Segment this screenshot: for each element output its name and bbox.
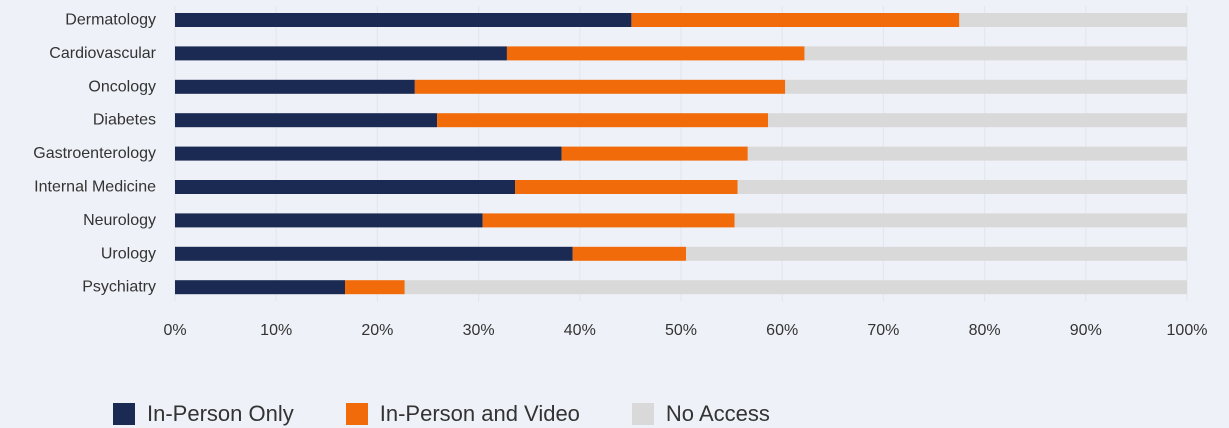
category-label: Oncology — [88, 78, 156, 95]
x-tick-label: 40% — [564, 322, 596, 339]
legend-label: In-Person Only — [147, 401, 294, 426]
legend-swatch-in-person-only — [113, 403, 135, 425]
category-label: Dermatology — [65, 12, 156, 29]
bar-segment — [175, 46, 507, 61]
bar-segment — [175, 113, 438, 128]
category-label: Neurology — [83, 212, 156, 229]
legend-label: No Access — [665, 401, 770, 426]
bar-segment — [747, 146, 1187, 161]
bar-segment — [414, 79, 786, 94]
bar-segment — [515, 180, 738, 194]
x-tick-label: 100% — [1167, 322, 1208, 339]
x-tick-label: 80% — [969, 322, 1001, 339]
bar-segment — [785, 79, 1187, 94]
x-tick-label: 50% — [665, 322, 697, 339]
bar-segment — [631, 13, 960, 27]
bar-segment — [737, 180, 1187, 194]
bar-segment — [175, 13, 632, 27]
x-tick-label: 90% — [1070, 322, 1102, 339]
category-label: Urology — [101, 245, 156, 262]
bar-segment — [175, 246, 573, 261]
legend-item-no-access: No Access — [631, 401, 770, 427]
bar-segment — [561, 146, 748, 161]
bar-segment — [175, 146, 562, 161]
bar-segment — [768, 113, 1187, 128]
legend-swatch-no-access — [631, 403, 654, 425]
bar-segment — [959, 13, 1187, 27]
category-label: Diabetes — [93, 112, 156, 129]
x-tick-label: 70% — [867, 322, 899, 339]
bar-segment — [175, 180, 516, 194]
bar-segment — [175, 213, 483, 228]
bar-segment — [804, 46, 1187, 61]
x-tick-label: 10% — [260, 322, 292, 339]
bar-segment — [686, 246, 1187, 261]
category-label: Gastroenterology — [33, 145, 156, 162]
bar-segment — [482, 213, 735, 228]
x-tick-label: 30% — [463, 322, 495, 339]
bar-segment — [345, 280, 405, 295]
bar-segment — [437, 113, 769, 128]
x-tick-label: 0% — [163, 322, 186, 339]
category-label: Internal Medicine — [34, 179, 156, 196]
bar-segment — [175, 280, 346, 295]
bar-segment — [404, 280, 1187, 295]
category-label: Psychiatry — [82, 279, 156, 296]
legend-label: In-Person and Video — [379, 401, 580, 426]
x-tick-label: 60% — [766, 322, 798, 339]
bar-segment — [734, 213, 1187, 228]
bar-segment — [175, 79, 415, 94]
legend-item-in-person-and-video: In-Person and Video — [345, 401, 580, 427]
bar-segment — [506, 46, 805, 61]
legend: In-Person Only In-Person and Video No Ac… — [113, 401, 770, 427]
bar-segment — [572, 246, 687, 261]
legend-item-in-person-only: In-Person Only — [113, 401, 294, 427]
x-tick-label: 20% — [361, 322, 393, 339]
category-label: Cardiovascular — [49, 45, 156, 62]
stacked-bar-chart: Dermatology Cardiovascular Oncology Diabete… — [33, 6, 1208, 339]
legend-swatch-in-person-and-video — [345, 403, 368, 425]
